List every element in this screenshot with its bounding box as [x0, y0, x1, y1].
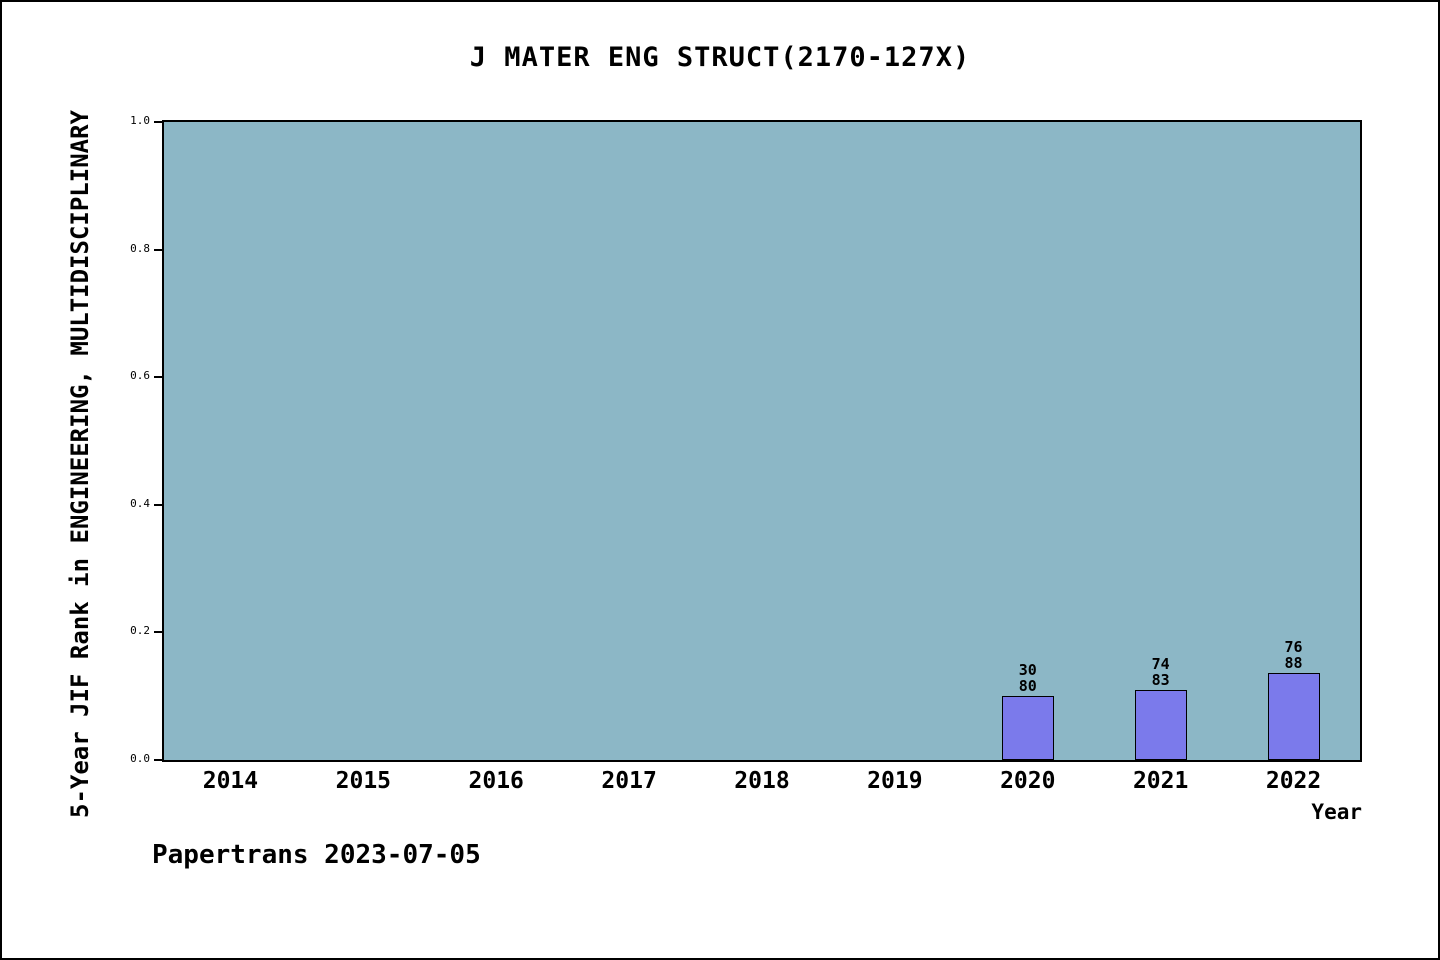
- bar-value-label: 74 83: [1121, 656, 1201, 688]
- y-tick-mark: [154, 121, 162, 123]
- footer-note: Papertrans 2023-07-05: [152, 840, 481, 870]
- bar: [1267, 673, 1320, 760]
- y-tick-label: 0.4: [130, 496, 150, 510]
- x-tick-label: 2016: [468, 768, 524, 794]
- y-tick-mark: [154, 759, 162, 761]
- y-tick-mark: [154, 503, 162, 506]
- bar-value-label: 76 88: [1254, 639, 1334, 671]
- y-tick-mark: [154, 631, 162, 634]
- y-tick-label: 1.0: [130, 114, 150, 127]
- bar: [1001, 696, 1054, 760]
- chart-title: J MATER ENG STRUCT(2170-127X): [469, 42, 971, 73]
- bar-value-line: 80: [1018, 677, 1037, 695]
- y-tick-label: 0.2: [130, 624, 150, 638]
- x-tick-label: 2021: [1132, 768, 1189, 794]
- x-tick-label: 2019: [867, 768, 923, 794]
- bar-value-line: 74: [1151, 655, 1170, 673]
- bar-value-line: 76: [1284, 638, 1303, 656]
- x-tick-label: 2020: [1000, 768, 1056, 794]
- x-tick-label: 2018: [734, 768, 790, 794]
- y-tick-label: 0.8: [130, 241, 150, 255]
- y-axis-label: 5-Year JIF Rank in ENGINEERING, MULTIDIS…: [66, 109, 94, 819]
- y-tick-mark: [154, 376, 162, 379]
- y-tick-mark: [154, 248, 162, 251]
- bar-value-label: 30 80: [988, 662, 1068, 694]
- y-tick-label: 0.0: [130, 752, 150, 765]
- y-tick-label: 0.6: [130, 369, 150, 383]
- x-tick-label: 2015: [335, 768, 392, 794]
- x-tick-label: 2017: [601, 768, 657, 794]
- bar-value-line: 30: [1018, 661, 1037, 679]
- bar: [1134, 690, 1187, 760]
- bar-value-line: 88: [1284, 654, 1303, 672]
- x-axis-label: Year: [1311, 800, 1362, 824]
- x-tick-label: 2014: [202, 768, 259, 794]
- bar-value-line: 83: [1151, 671, 1170, 689]
- plot-area: 30 80 74 83 76 88: [162, 120, 1362, 762]
- x-tick-label: 2022: [1265, 768, 1322, 794]
